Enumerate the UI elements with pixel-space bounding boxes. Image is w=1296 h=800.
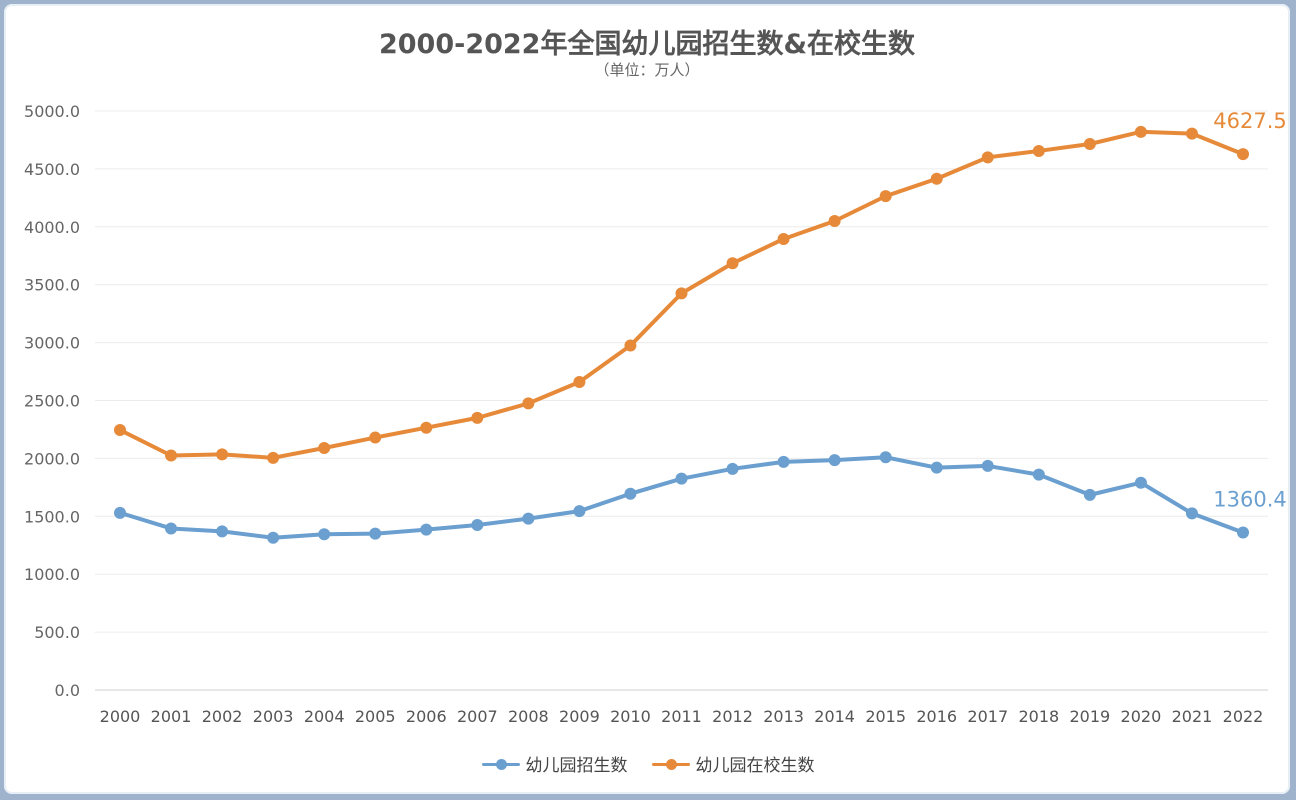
x-tick-label: 2011 bbox=[661, 707, 702, 726]
data-point-enrollment bbox=[1134, 476, 1147, 489]
data-point-students bbox=[1134, 125, 1147, 138]
y-tick-label: 5000.0 bbox=[24, 102, 80, 121]
data-point-enrollment bbox=[675, 472, 688, 485]
x-tick-label: 2012 bbox=[712, 707, 753, 726]
data-point-enrollment bbox=[879, 451, 892, 464]
y-tick-label: 2500.0 bbox=[24, 392, 80, 411]
data-point-students bbox=[318, 441, 331, 454]
x-tick-label: 2009 bbox=[559, 707, 600, 726]
legend-label-enrollment: 幼儿园招生数 bbox=[525, 756, 628, 776]
y-tick-label: 0.0 bbox=[55, 681, 80, 700]
x-tick-label: 2013 bbox=[763, 707, 804, 726]
data-label-students: 4627.5 bbox=[1213, 109, 1286, 133]
y-tick-label: 4000.0 bbox=[24, 218, 80, 237]
data-point-enrollment bbox=[165, 522, 178, 535]
data-point-students bbox=[114, 424, 126, 437]
data-point-students bbox=[420, 421, 433, 434]
y-tick-label: 1500.0 bbox=[24, 507, 80, 526]
data-point-enrollment bbox=[522, 512, 535, 525]
data-label-enrollment: 1360.4 bbox=[1213, 487, 1286, 511]
y-tick-label: 4500.0 bbox=[24, 160, 80, 179]
x-tick-label: 2007 bbox=[457, 707, 498, 726]
data-point-enrollment bbox=[981, 459, 994, 472]
data-point-students bbox=[828, 215, 841, 228]
x-tick-label: 2020 bbox=[1121, 707, 1162, 726]
data-point-students bbox=[1185, 127, 1198, 140]
data-point-students bbox=[471, 411, 484, 424]
x-tick-label: 2014 bbox=[814, 707, 855, 726]
x-tick-label: 2022 bbox=[1223, 707, 1264, 726]
data-point-enrollment bbox=[114, 506, 126, 519]
chart-frame: 2000-2022年全国幼儿园招生数&在校生数 （单位：万人） bbox=[4, 4, 1290, 794]
x-tick-label: 2008 bbox=[508, 707, 549, 726]
data-point-enrollment bbox=[1032, 468, 1045, 481]
data-point-enrollment bbox=[777, 455, 790, 468]
legend-item-enrollment[interactable]: 幼儿园招生数 bbox=[481, 751, 628, 776]
data-point-enrollment bbox=[369, 527, 382, 540]
data-point-students bbox=[1237, 148, 1249, 161]
data-point-students bbox=[369, 431, 382, 444]
y-tick-label: 2000.0 bbox=[24, 449, 80, 468]
data-point-enrollment bbox=[1083, 488, 1096, 501]
data-point-enrollment bbox=[471, 518, 484, 531]
x-tick-label: 2006 bbox=[406, 707, 447, 726]
y-tick-label: 3000.0 bbox=[24, 334, 80, 353]
x-tick-label: 2000 bbox=[100, 707, 141, 726]
data-point-enrollment bbox=[930, 461, 943, 474]
x-tick-label: 2010 bbox=[610, 707, 651, 726]
x-tick-label: 2021 bbox=[1172, 707, 1213, 726]
chart-title: 2000-2022年全国幼儿园招生数&在校生数 bbox=[378, 29, 916, 60]
series-line-enrollment bbox=[118, 455, 1245, 540]
data-point-students bbox=[675, 287, 688, 300]
data-point-students bbox=[216, 448, 229, 461]
legend-swatch-students bbox=[651, 757, 690, 771]
data-point-enrollment bbox=[573, 505, 586, 518]
x-tick-label: 2004 bbox=[304, 707, 345, 726]
data-point-students bbox=[522, 397, 535, 410]
data-point-students bbox=[1083, 138, 1096, 151]
data-point-enrollment bbox=[216, 525, 229, 538]
data-point-enrollment bbox=[1185, 507, 1198, 520]
x-tick-label: 2015 bbox=[865, 707, 906, 726]
data-point-enrollment bbox=[624, 487, 637, 500]
x-tick-label: 2002 bbox=[202, 707, 243, 726]
data-point-enrollment bbox=[1237, 526, 1249, 539]
y-tick-label: 500.0 bbox=[34, 623, 80, 642]
x-tick-label: 2019 bbox=[1070, 707, 1111, 726]
data-point-students bbox=[624, 339, 637, 352]
x-tick-label: 2018 bbox=[1018, 707, 1059, 726]
data-point-students bbox=[165, 449, 178, 462]
data-point-students bbox=[1032, 144, 1045, 157]
data-point-students bbox=[777, 232, 790, 245]
data-point-enrollment bbox=[828, 454, 841, 467]
legend-swatch-enrollment bbox=[481, 757, 520, 771]
x-tick-label: 2016 bbox=[916, 707, 957, 726]
data-point-students bbox=[267, 451, 280, 464]
data-point-students bbox=[726, 257, 739, 270]
data-point-enrollment bbox=[420, 523, 433, 536]
data-point-enrollment bbox=[726, 462, 739, 475]
data-point-students bbox=[573, 375, 586, 388]
legend-item-students[interactable]: 幼儿园在校生数 bbox=[651, 751, 815, 776]
legend: 幼儿园招生数 幼儿园在校生数 bbox=[0, 751, 1296, 776]
x-tick-label: 2017 bbox=[967, 707, 1008, 726]
data-point-students bbox=[981, 151, 994, 164]
x-tick-label: 2001 bbox=[151, 707, 192, 726]
chart-subtitle: （单位：万人） bbox=[594, 61, 700, 79]
legend-label-students: 幼儿园在校生数 bbox=[695, 756, 815, 776]
data-point-enrollment bbox=[318, 528, 331, 541]
x-tick-label: 2005 bbox=[355, 707, 396, 726]
data-point-students bbox=[930, 172, 943, 185]
y-tick-label: 1000.0 bbox=[24, 565, 80, 584]
data-point-enrollment bbox=[267, 531, 280, 544]
y-tick-label: 3500.0 bbox=[24, 276, 80, 295]
x-tick-label: 2003 bbox=[253, 707, 294, 726]
data-point-students bbox=[879, 190, 892, 203]
